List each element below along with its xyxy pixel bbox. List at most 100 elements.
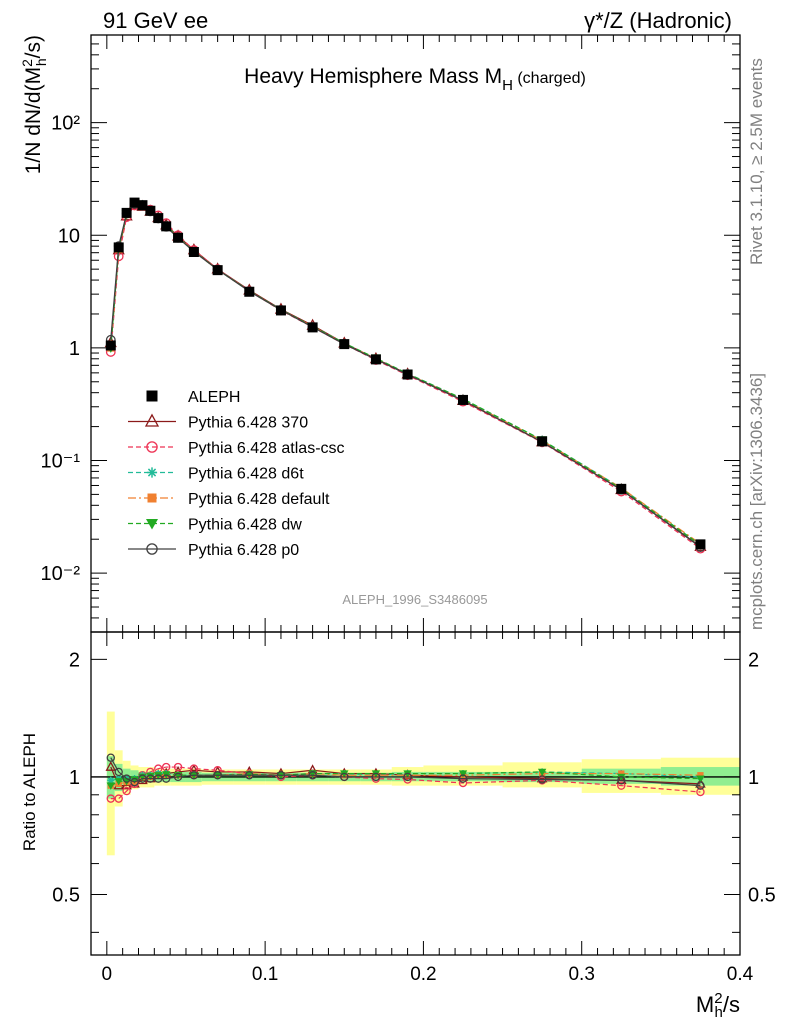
plot-title: Heavy Hemisphere Mass MH (charged) [244,65,586,94]
data-point [105,340,116,351]
legend-label: ALEPH [188,389,240,406]
y-tick-label-right: 0.5 [748,885,776,907]
legend-item-pythia-6-428-default: Pythia 6.428 default [128,491,330,508]
ratio-point [696,787,705,797]
ratio-series-pythia-6-428-p0 [106,753,705,790]
y-tick-label: 10⁻¹ [41,450,81,472]
ratio-point [458,774,468,783]
header-right: γ*/Z (Hadronic) [584,8,732,33]
data-point [339,339,350,350]
ratio-point [537,768,547,777]
ratio-point [340,770,349,778]
x-tick-label: 0 [102,964,113,985]
x-axis-label: M2 h/s [696,990,740,1021]
legend-item-pythia-6-428-370: Pythia 6.428 370 [128,413,308,432]
data-point [145,205,156,216]
data-point [457,394,468,405]
ratio-point [122,774,131,783]
x-tick-label: 0.3 [568,964,594,985]
legend-label: Pythia 6.428 default [188,491,330,508]
y-tick-label: 10² [51,113,80,135]
ratio-point [105,761,117,771]
ratio-point [107,776,115,784]
ratio-point [106,753,116,762]
ratio-plot-frame [90,631,741,956]
legend-label: Pythia 6.428 370 [188,415,308,432]
header-left: 91 GeV ee [103,8,208,33]
x-tick-label: 0.2 [410,964,436,985]
ratio-line [110,757,701,787]
data-point [212,265,223,276]
legend-label: Pythia 6.428 d6t [188,466,304,483]
ratio-point [114,794,123,803]
legend-marker [146,543,158,555]
ratio-point [617,781,626,790]
ratio-point [618,770,625,777]
data-point [173,232,184,243]
ratio-point [458,778,468,788]
ratio-point [213,771,222,780]
legend-item-pythia-6-428-d6t: Pythia 6.428 d6t [128,466,304,483]
ratio-point [130,776,139,784]
ratio-point [696,781,705,790]
ratio-point [371,772,381,782]
series-line [110,202,701,546]
legend-label: Pythia 6.428 atlas-csc [188,440,345,457]
legend-marker [146,519,158,530]
ratio-point [189,771,199,780]
data-point [129,197,140,208]
ratio-point [146,772,155,781]
legend-marker [144,413,160,427]
legend-marker [146,467,158,478]
data-point [695,539,706,550]
x-tick-label: 0.4 [727,964,754,985]
ratio-point [122,786,131,796]
ratio-point [130,777,139,787]
data-point [537,436,548,447]
ratio-point [617,776,626,785]
ratio-point [146,774,155,783]
main-y-axis-label: 1/N dN/d(M2h/s) [19,35,49,174]
ratio-point [403,772,412,782]
ratio-point [458,770,468,778]
y-tick-label: 0.5 [52,885,80,907]
legend-label: Pythia 6.428 p0 [188,542,299,559]
y-tick-label-right: 1 [748,767,759,789]
rivet-version-text: Rivet 3.1.10, ≥ 2.5M events [747,58,766,265]
data-point [153,213,164,224]
ratio-point [161,774,171,783]
data-point [275,305,286,316]
legend-label: Pythia 6.428 dw [188,517,302,534]
y-tick-label: 1 [69,338,80,360]
y-tick-label: 1 [69,767,80,789]
ratio-point [696,775,705,783]
data-point [616,483,627,494]
ratio-point [537,775,547,784]
y-tick-label: 10⁻² [41,563,81,585]
data-point [244,286,255,297]
ratio-point [106,794,116,803]
y-tick-label: 10 [58,225,80,247]
ratio-point [154,774,163,783]
ratio-point [276,771,286,780]
ratio-point [403,770,412,778]
ratio-point [114,767,123,777]
data-point [137,200,148,211]
analysis-label: ALEPH_1996_S3486095 [342,592,487,607]
ratio-plot-panel: 0.5 0.5 1 1 2 2 0 0.1 0.2 0.3 0.4 Ratio to ALEPH M… [20,631,776,1021]
ratio-point [340,772,349,782]
ratio-point [106,782,115,790]
x-tick-label: 0.1 [252,964,278,985]
mcplots-reference-text: mcplots.cern.ch [arXiv:1306.3436] [747,373,766,630]
legend-marker [146,390,158,402]
legend-item-pythia-6-428-dw: Pythia 6.428 dw [128,517,302,534]
data-point [370,354,381,365]
ratio-point [138,774,147,783]
ratio-point [308,771,317,780]
legend-marker [146,441,158,453]
legend-item-aleph: ALEPH [146,389,240,406]
legend-item-pythia-6-428-p0: Pythia 6.428 p0 [128,542,299,559]
main-plot-panel: 10⁻² 10⁻¹ 1 10 10² Heavy Hemisphere Mass MH … [19,34,741,633]
ratio-point [617,773,626,782]
